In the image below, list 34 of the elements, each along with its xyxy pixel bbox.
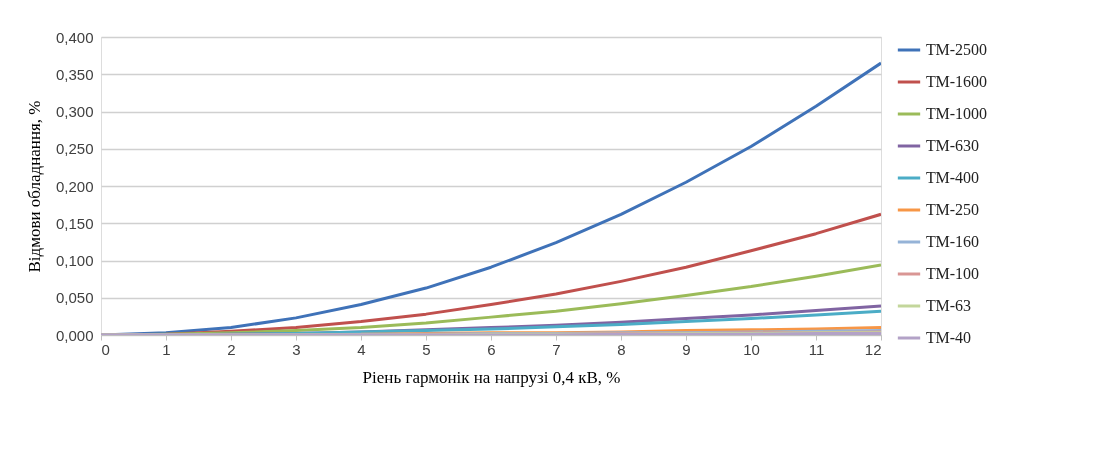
y-tick-label: 0,250 bbox=[55, 140, 94, 158]
x-tick-label: 11 bbox=[808, 340, 825, 358]
legend-label: ТМ-2500 bbox=[926, 41, 988, 58]
legend-label: ТМ-40 bbox=[926, 329, 972, 346]
x-tick-label: 8 bbox=[617, 340, 626, 358]
legend-label: ТМ-250 bbox=[926, 201, 980, 218]
y-tick-label: 0,300 bbox=[55, 103, 94, 120]
legend-label: ТМ-160 bbox=[926, 233, 980, 250]
y-tick-label: 0,200 bbox=[55, 177, 94, 195]
x-tick-label: 12 bbox=[864, 340, 882, 358]
x-tick-label: 10 bbox=[743, 340, 760, 358]
y-tick-label: 0,150 bbox=[55, 214, 94, 232]
legend-label: ТМ-1000 bbox=[926, 105, 988, 122]
x-tick-label: 9 bbox=[682, 340, 691, 358]
legend-label: ТМ-100 bbox=[926, 265, 980, 282]
x-tick-label: 1 bbox=[162, 340, 171, 358]
y-axis-title: Відмови обладнання, % bbox=[24, 100, 44, 273]
legend-label: ТМ-630 bbox=[926, 137, 980, 154]
x-tick-label: 7 bbox=[552, 340, 561, 358]
x-axis-title: Ріень гармонік на напрузі 0,4 кВ, % bbox=[362, 367, 621, 387]
y-tick-label: 0,100 bbox=[55, 252, 94, 269]
y-tick-label: 0,400 bbox=[55, 28, 94, 46]
legend-label: ТМ-1600 bbox=[926, 73, 988, 90]
y-tick-label: 0,000 bbox=[55, 326, 94, 344]
x-tick-label: 5 bbox=[422, 340, 431, 358]
y-tick-label: 0,050 bbox=[55, 289, 94, 307]
x-tick-label: 0 bbox=[101, 340, 110, 358]
legend-label: ТМ-63 bbox=[926, 297, 972, 314]
x-tick-label: 2 bbox=[227, 340, 236, 358]
x-tick-label: 6 bbox=[487, 340, 496, 358]
x-tick-label: 3 bbox=[292, 340, 301, 358]
x-tick-label: 4 bbox=[357, 340, 366, 358]
y-tick-label: 0,350 bbox=[55, 65, 94, 83]
legend-label: ТМ-400 bbox=[926, 169, 980, 186]
